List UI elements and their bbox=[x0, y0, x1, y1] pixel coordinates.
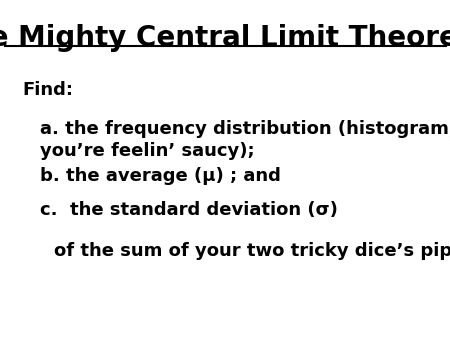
Text: of the sum of your two tricky dice’s pips.: of the sum of your two tricky dice’s pip… bbox=[54, 242, 450, 260]
Text: b. the average (μ) ; and: b. the average (μ) ; and bbox=[40, 167, 281, 185]
Text: The Mighty Central Limit Theorem!: The Mighty Central Limit Theorem! bbox=[0, 24, 450, 52]
Text: Find:: Find: bbox=[22, 81, 73, 99]
Text: a. the frequency distribution (histogram, too, if
you’re feelin’ saucy);: a. the frequency distribution (histogram… bbox=[40, 120, 450, 160]
Text: c.  the standard deviation (σ): c. the standard deviation (σ) bbox=[40, 201, 338, 219]
